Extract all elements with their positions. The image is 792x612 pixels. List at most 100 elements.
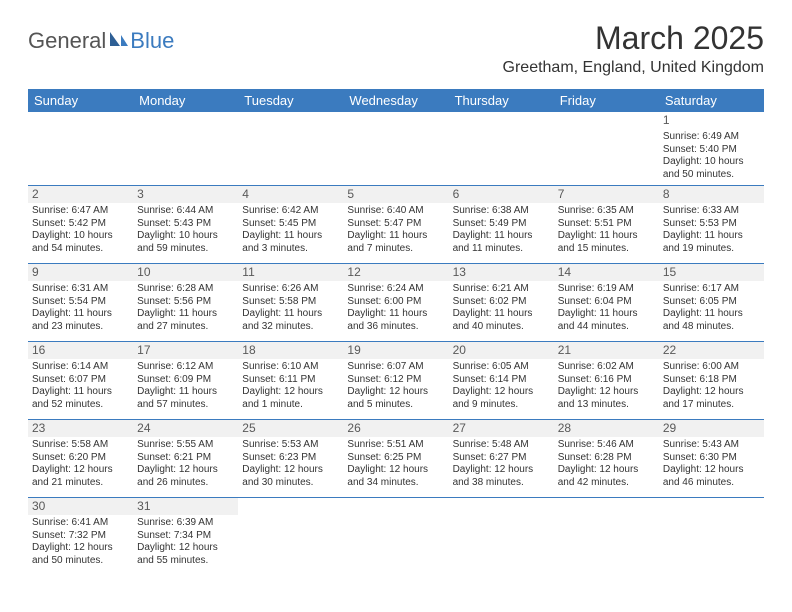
calendar-cell: 4Sunrise: 6:42 AMSunset: 5:45 PMDaylight… [238, 186, 343, 264]
daylight-text: and 34 minutes. [347, 477, 444, 490]
daylight-text: Daylight: 11 hours [347, 308, 444, 321]
daylight-text: Daylight: 10 hours [137, 230, 234, 243]
calendar-cell: 18Sunrise: 6:10 AMSunset: 6:11 PMDayligh… [238, 342, 343, 420]
calendar-cell: 27 Sunrise: 5:48 AMSunset: 6:27 PMDayligh… [449, 420, 554, 498]
daylight-text: and 17 minutes. [663, 399, 760, 412]
calendar-row: 23Sunrise: 5:58 AMSunset: 6:20 PMDayligh… [28, 420, 764, 498]
daylight-text: Daylight: 12 hours [453, 464, 550, 477]
day-number: 31 [133, 498, 238, 515]
daylight-text: and 32 minutes. [242, 321, 339, 334]
calendar-cell: 12Sunrise: 6:24 AMSunset: 6:00 PMDayligh… [343, 264, 448, 342]
sunrise-text: Sunrise: 5:46 AM [558, 439, 655, 452]
sunset-text: Sunset: 6:16 PM [558, 374, 655, 387]
sunrise-text: Sunrise: 6:12 AM [137, 361, 234, 374]
daylight-text: and 30 minutes. [242, 477, 339, 490]
sunrise-text: Sunrise: 6:35 AM [558, 205, 655, 218]
sunset-text: Sunset: 5:53 PM [663, 218, 760, 231]
day-number: 2 [28, 186, 133, 203]
daylight-text: and 38 minutes. [453, 477, 550, 490]
day-number: 21 [554, 342, 659, 359]
daylight-text: and 48 minutes. [663, 321, 760, 334]
calendar-cell-empty [659, 498, 764, 576]
sunrise-text: Sunrise: 6:49 AM [663, 131, 760, 144]
sunrise-text: Sunrise: 6:33 AM [663, 205, 760, 218]
daylight-text: Daylight: 12 hours [558, 386, 655, 399]
calendar-cell: 20Sunrise: 6:05 AMSunset: 6:14 PMDayligh… [449, 342, 554, 420]
day-number: 27 [449, 420, 554, 437]
sunrise-text: Sunrise: 6:42 AM [242, 205, 339, 218]
sunset-text: Sunset: 6:20 PM [32, 452, 129, 465]
sunset-text: Sunset: 6:21 PM [137, 452, 234, 465]
daylight-text: and 36 minutes. [347, 321, 444, 334]
calendar-cell: 2Sunrise: 6:47 AMSunset: 5:42 PMDaylight… [28, 186, 133, 264]
calendar-row: 16Sunrise: 6:14 AMSunset: 6:07 PMDayligh… [28, 342, 764, 420]
daylight-text: and 27 minutes. [137, 321, 234, 334]
month-title: March 2025 [503, 20, 764, 57]
calendar-cell: 29Sunrise: 5:43 AMSunset: 6:30 PMDayligh… [659, 420, 764, 498]
day-header: Monday [133, 89, 238, 112]
day-number: 7 [554, 186, 659, 203]
sunset-text: Sunset: 5:49 PM [453, 218, 550, 231]
sunset-text: Sunset: 6:09 PM [137, 374, 234, 387]
sunrise-text: Sunrise: 5:43 AM [663, 439, 760, 452]
day-number: 18 [238, 342, 343, 359]
day-number: 23 [28, 420, 133, 437]
calendar-cell: 24Sunrise: 5:55 AMSunset: 6:21 PMDayligh… [133, 420, 238, 498]
sunset-text: Sunset: 5:40 PM [663, 144, 760, 157]
logo-text-2: Blue [130, 28, 174, 54]
daylight-text: and 7 minutes. [347, 243, 444, 256]
day-header: Friday [554, 89, 659, 112]
calendar-cell: 15Sunrise: 6:17 AMSunset: 6:05 PMDayligh… [659, 264, 764, 342]
sunrise-text: Sunrise: 5:51 AM [347, 439, 444, 452]
sunset-text: Sunset: 6:12 PM [347, 374, 444, 387]
sunrise-text: Sunrise: 6:17 AM [663, 283, 760, 296]
calendar-cell-empty [343, 498, 448, 576]
day-header-row: SundayMondayTuesdayWednesdayThursdayFrid… [28, 89, 764, 112]
calendar-row: 9Sunrise: 6:31 AMSunset: 5:54 PMDaylight… [28, 264, 764, 342]
daylight-text: Daylight: 12 hours [347, 386, 444, 399]
daylight-text: and 57 minutes. [137, 399, 234, 412]
calendar-cell-empty [238, 112, 343, 186]
sunset-text: Sunset: 6:18 PM [663, 374, 760, 387]
calendar-table: SundayMondayTuesdayWednesdayThursdayFrid… [28, 89, 764, 576]
daylight-text: Daylight: 11 hours [453, 230, 550, 243]
daylight-text: Daylight: 11 hours [663, 308, 760, 321]
calendar-cell: 17Sunrise: 6:12 AMSunset: 6:09 PMDayligh… [133, 342, 238, 420]
day-number: 13 [449, 264, 554, 281]
calendar-cell: 22Sunrise: 6:00 AMSunset: 6:18 PMDayligh… [659, 342, 764, 420]
sunrise-text: Sunrise: 6:05 AM [453, 361, 550, 374]
sunset-text: Sunset: 6:00 PM [347, 296, 444, 309]
sunrise-text: Sunrise: 6:39 AM [137, 517, 234, 530]
daylight-text: and 50 minutes. [32, 555, 129, 568]
sunset-text: Sunset: 6:23 PM [242, 452, 339, 465]
day-number: 6 [449, 186, 554, 203]
sunset-text: Sunset: 6:04 PM [558, 296, 655, 309]
sunrise-text: Sunrise: 5:48 AM [453, 439, 550, 452]
logo: General Blue [28, 28, 174, 54]
day-header: Wednesday [343, 89, 448, 112]
day-number: 20 [449, 342, 554, 359]
title-block: March 2025 Greetham, England, United Kin… [503, 20, 764, 77]
daylight-text: Daylight: 12 hours [453, 386, 550, 399]
calendar-row: 30Sunrise: 6:41 AMSunset: 7:32 PMDayligh… [28, 498, 764, 576]
day-number: 24 [133, 420, 238, 437]
daylight-text: Daylight: 12 hours [137, 542, 234, 555]
sunset-text: Sunset: 6:27 PM [453, 452, 550, 465]
daylight-text: and 23 minutes. [32, 321, 129, 334]
sunrise-text: Sunrise: 6:10 AM [242, 361, 339, 374]
day-number: 8 [659, 186, 764, 203]
sunrise-text: Sunrise: 6:19 AM [558, 283, 655, 296]
daylight-text: and 13 minutes. [558, 399, 655, 412]
sunrise-text: Sunrise: 5:55 AM [137, 439, 234, 452]
daylight-text: Daylight: 12 hours [663, 464, 760, 477]
calendar-cell: 6Sunrise: 6:38 AMSunset: 5:49 PMDaylight… [449, 186, 554, 264]
day-number: 15 [659, 264, 764, 281]
sunset-text: Sunset: 6:02 PM [453, 296, 550, 309]
calendar-cell: 1Sunrise: 6:49 AMSunset: 5:40 PMDaylight… [659, 112, 764, 186]
sunrise-text: Sunrise: 6:40 AM [347, 205, 444, 218]
sunrise-text: Sunrise: 6:14 AM [32, 361, 129, 374]
calendar-cell-empty [343, 112, 448, 186]
calendar-cell: 21Sunrise: 6:02 AMSunset: 6:16 PMDayligh… [554, 342, 659, 420]
sunset-text: Sunset: 5:51 PM [558, 218, 655, 231]
day-number: 4 [238, 186, 343, 203]
